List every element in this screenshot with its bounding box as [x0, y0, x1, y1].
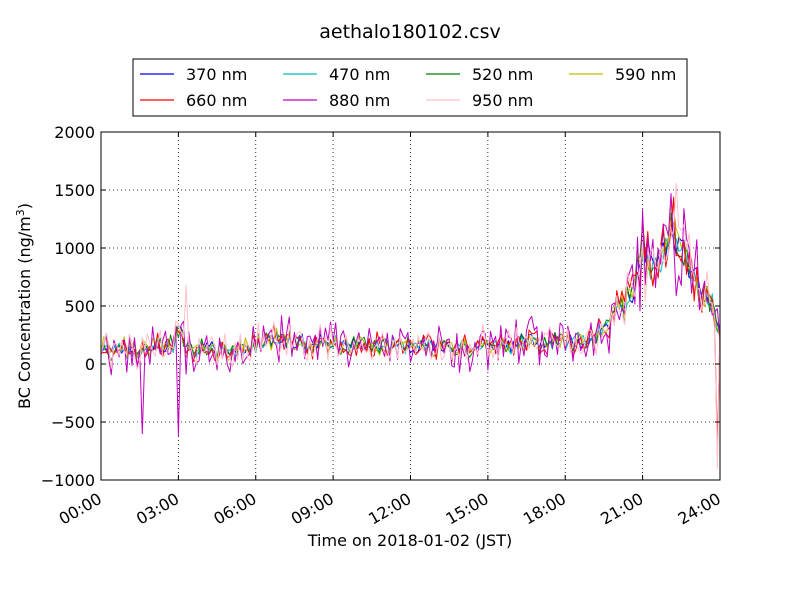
legend-label-880-nm: 880 nm	[329, 91, 390, 110]
x-axis-label: Time on 2018-01-02 (JST)	[307, 531, 512, 550]
y-tick-label-1: −500	[51, 413, 95, 432]
chart-title: aethalo180102.csv	[319, 21, 501, 43]
legend-label-660-nm: 660 nm	[186, 91, 247, 110]
y-axis-label-close: )	[15, 203, 34, 209]
y-tick-label-0: −1000	[41, 471, 95, 490]
legend-label-520-nm: 520 nm	[472, 65, 533, 84]
series-layer	[100, 182, 721, 469]
series-line-660-nm	[100, 196, 721, 452]
legend-label-470-nm: 470 nm	[329, 65, 390, 84]
y-tick-label-4: 1000	[54, 239, 95, 258]
legend: 370 nm 470 nm 520 nm 590 nm 660 nm 880 nm 950 …	[132, 58, 688, 117]
y-tick-label-3: 500	[64, 297, 95, 316]
y-axis-label-superscript: 3	[14, 209, 27, 216]
y-tick-label-5: 1500	[54, 181, 95, 200]
y-axis-label-main: BC Concentration (ng/m	[15, 216, 34, 409]
y-axis-label: BC Concentration (ng/m3)	[14, 203, 34, 409]
series-line-880-nm	[100, 193, 721, 437]
series-line-950-nm	[100, 182, 721, 469]
legend-label-370-nm: 370 nm	[186, 65, 247, 84]
y-tick-label-6: 2000	[54, 123, 95, 142]
legend-label-590-nm: 590 nm	[615, 65, 676, 84]
y-axis: −1000 −500 0 500 1000 1500 2000	[41, 123, 720, 490]
y-tick-label-2: 0	[85, 355, 95, 374]
legend-label-950-nm: 950 nm	[472, 91, 533, 110]
legend-frame	[132, 58, 688, 117]
